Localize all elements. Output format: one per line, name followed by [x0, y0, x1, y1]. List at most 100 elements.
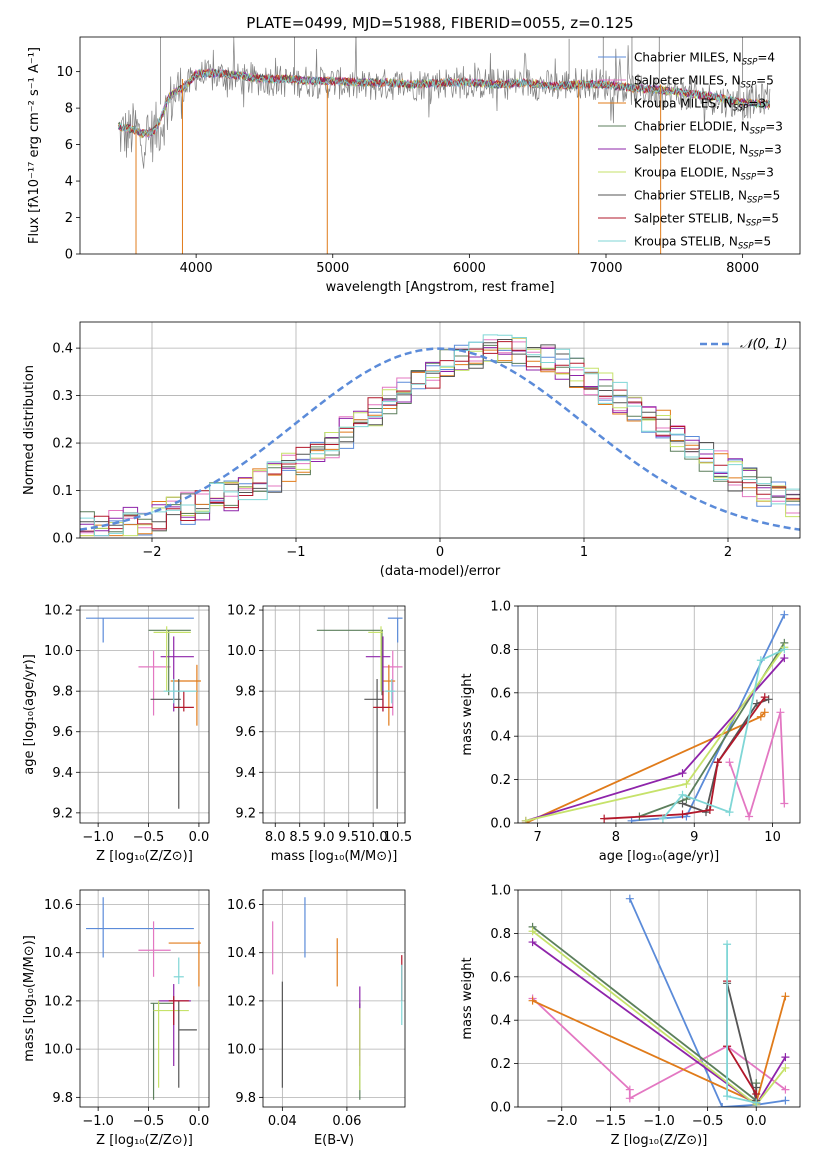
- plot-area: [528, 894, 790, 1107]
- x-tick-label: −2: [142, 545, 161, 560]
- x-tick-label: 0.0: [746, 1114, 767, 1129]
- x-tick-label: 9.5: [338, 830, 359, 845]
- x-axis-label: wavelength [Angstrom, rest frame]: [326, 280, 555, 295]
- weight-marker: [705, 805, 714, 814]
- chart-title: PLATE=0499, MJD=51988, FIBERID=0055, z=0…: [246, 14, 633, 32]
- x-tick-label: −2.0: [546, 1114, 578, 1129]
- y-tick-label: 1.0: [490, 600, 511, 615]
- y-axis-label: Normed distribution: [22, 365, 37, 495]
- x-tick-label: 2: [724, 545, 732, 560]
- weight-marker: [521, 816, 530, 823]
- x-tick-label: 1: [580, 545, 588, 560]
- y-tick-label: 9.8: [52, 685, 73, 700]
- weight-marker: [725, 808, 734, 817]
- y-tick-label: 0.6: [490, 686, 511, 701]
- weight-marker: [528, 938, 537, 947]
- x-tick-label: −1.0: [82, 830, 114, 845]
- legend-entry: Chabrier STELIB, NSSP=5: [634, 189, 780, 206]
- x-tick-label: 8.0: [265, 830, 286, 845]
- y-axis-label: mass [log₁₀(M/M⊙)]: [22, 935, 37, 1062]
- legend-entry: Salpeter STELIB, NSSP=5: [634, 212, 779, 229]
- legend-entry: Salpeter ELODIE, NSSP=3: [634, 143, 782, 160]
- weight-marker: [718, 1103, 727, 1107]
- weight-line: [728, 712, 786, 820]
- plot-area: [86, 897, 201, 1100]
- x-tick-label: 9: [690, 830, 698, 845]
- x-tick-label: 8000: [726, 261, 759, 276]
- x-tick-label: 4000: [180, 261, 213, 276]
- x-tick-label: 0.04: [268, 1114, 297, 1129]
- x-tick-label: 8: [612, 830, 620, 845]
- weight-marker: [528, 996, 537, 1005]
- weight-marker: [625, 1094, 634, 1103]
- weight-marker: [760, 708, 769, 717]
- weight-marker: [780, 799, 789, 808]
- weight-marker: [627, 816, 636, 823]
- weight-marker: [678, 790, 687, 799]
- legend-entry: 𝒩(0, 1): [740, 337, 787, 352]
- weight-marker: [625, 894, 634, 903]
- y-tick-label: 10.4: [44, 946, 73, 961]
- x-tick-label: 7000: [589, 261, 622, 276]
- chart-spectrum: 4000 5000 6000 7000 8000 0 2 4 6 8 10 wavelength [A…: [27, 14, 801, 295]
- axes-frame: [79, 36, 801, 255]
- axes-frame: [517, 889, 801, 1108]
- x-tick-label: 10.5: [383, 830, 412, 845]
- plot-area: [521, 610, 789, 823]
- x-axis-label: (data-model)/error: [380, 564, 501, 579]
- x-axis-label: age [log₁₀(age/yr)]: [599, 849, 720, 864]
- y-tick-label: 0.4: [52, 342, 73, 357]
- y-tick-label: 9.2: [52, 806, 73, 821]
- legend-entry: Salpeter MILES, NSSP=5: [634, 74, 774, 91]
- x-axis-label: Z [log₁₀(Z/Z⊙)]: [96, 849, 193, 864]
- x-tick-label: −1: [286, 545, 305, 560]
- y-tick-label: 9.2: [235, 806, 256, 821]
- y-tick-label: 0.0: [52, 532, 73, 547]
- x-tick-label: 6000: [453, 261, 486, 276]
- weight-marker: [752, 1098, 761, 1107]
- y-tick-label: 10.2: [44, 604, 73, 619]
- y-tick-label: 10.2: [227, 604, 256, 619]
- axes-frame: [79, 321, 801, 539]
- weight-marker: [658, 814, 667, 823]
- histogram-step: [80, 334, 800, 537]
- x-axis-label: Z [log₁₀(Z/Z⊙)]: [611, 1133, 708, 1148]
- plot-area: [316, 617, 403, 809]
- axes-frame: [262, 605, 406, 824]
- y-tick-label: 10.6: [44, 898, 73, 913]
- axes-frame: [79, 889, 210, 1108]
- weight-marker: [776, 708, 785, 717]
- weight-marker: [745, 812, 754, 821]
- weight-marker: [781, 1085, 790, 1094]
- axes-frame: [79, 605, 210, 824]
- chart-residual-histogram: −2 −1 0 1 2 0.0 0.1 0.2 0.3 0.4 (data-model)/error…: [22, 321, 801, 579]
- y-tick-label: 1.0: [490, 884, 511, 899]
- weight-line: [532, 926, 758, 1103]
- x-tick-label: 10.0: [359, 830, 388, 845]
- y-tick-label: 0.4: [490, 1014, 511, 1029]
- y-tick-label: 0.4: [490, 730, 511, 745]
- plot-area: [80, 334, 800, 537]
- y-tick-label: 9.8: [52, 1091, 73, 1106]
- weight-marker: [756, 712, 765, 721]
- y-tick-label: 0.8: [490, 927, 511, 942]
- x-tick-label: 0.0: [189, 830, 210, 845]
- y-tick-label: 4: [65, 175, 73, 190]
- x-tick-label: 8.5: [289, 830, 310, 845]
- y-tick-label: 9.6: [235, 725, 256, 740]
- y-tick-label: 9.8: [235, 685, 256, 700]
- weight-marker: [760, 693, 769, 702]
- y-tick-label: 10.2: [44, 994, 73, 1009]
- y-tick-label: 9.6: [52, 725, 73, 740]
- histogram-step: [80, 341, 800, 532]
- chart-age-vs-metallicity: −1.0 −0.5 0.0 9.2 9.4 9.6 9.8 10.0 10.2 Z [log₁₀(…: [22, 604, 210, 864]
- y-tick-label: 10.0: [44, 1043, 73, 1058]
- y-tick-label: 8: [65, 102, 73, 117]
- chart-age-vs-mass: 8.0 8.5 9.0 9.5 10.010.59.29.49.69.810.010.2…: [227, 604, 412, 864]
- y-tick-label: 0.0: [490, 1101, 511, 1116]
- weight-line: [628, 898, 786, 1107]
- weight-marker: [780, 610, 789, 619]
- x-tick-label: −0.5: [133, 1114, 165, 1129]
- y-tick-label: 0: [65, 248, 73, 263]
- y-tick-label: 0.2: [490, 773, 511, 788]
